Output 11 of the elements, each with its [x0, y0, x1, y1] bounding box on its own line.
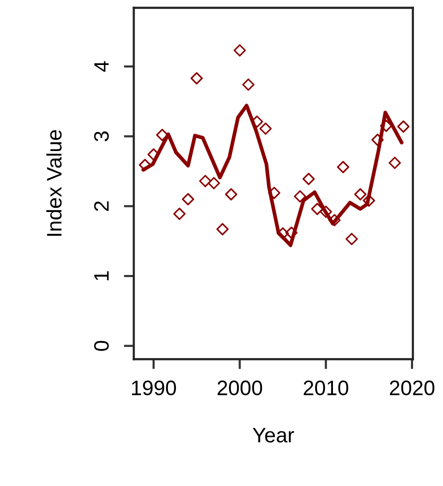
x-tick-label: 2000 — [218, 380, 262, 396]
x-tick-label: 2010 — [304, 380, 348, 396]
y-tick-label: 2 — [94, 201, 109, 211]
y-axis-title: Index Value — [46, 130, 62, 236]
x-tick-label: 1990 — [132, 380, 176, 396]
y-tick-label: 0 — [94, 340, 109, 351]
y-tick-label: 3 — [94, 131, 109, 142]
x-tick-label: 2020 — [390, 380, 434, 396]
x-axis-title: Year — [252, 428, 294, 442]
y-tick-label: 4 — [94, 61, 109, 72]
y-tick-label: 1 — [94, 271, 109, 280]
